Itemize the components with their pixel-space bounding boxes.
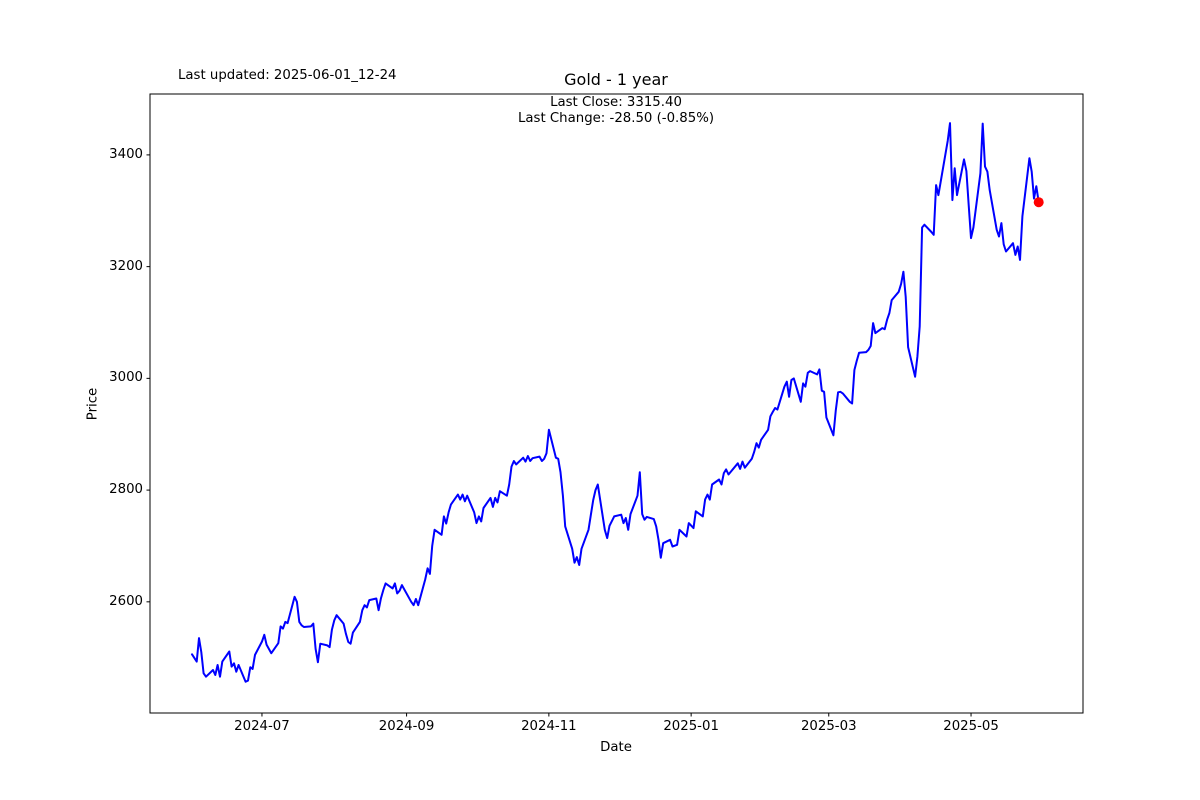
y-tick-label: 3400 [109, 146, 143, 162]
last-updated-text: Last updated: 2025-06-01_12-24 [178, 68, 397, 83]
y-tick-label: 2600 [109, 593, 143, 609]
y-tick-label: 3200 [109, 258, 143, 274]
chart-title: Gold - 1 year [564, 70, 668, 89]
last-change-line: Last Change: -28.50 (-0.85%) [517, 110, 715, 126]
x-tick-label: 2025-05 [943, 719, 999, 734]
x-tick-label: 2024-09 [378, 719, 435, 734]
last-price-marker [1033, 197, 1044, 208]
last-close-annotation: Last Close: 3315.40 Last Change: -28.50 … [518, 95, 714, 126]
x-tick-label: 2024-11 [521, 719, 577, 734]
x-axis-label: Date [600, 740, 632, 755]
x-tick-label: 2025-01 [663, 719, 719, 734]
x-tick-label: 2025-03 [800, 719, 857, 734]
y-tick-label: 3000 [109, 370, 143, 386]
y-axis-label: Price [85, 387, 101, 421]
price-line [191, 122, 1040, 683]
last-close-line: Last Close: 3315.40 [550, 95, 682, 110]
x-tick-label: 2024-07 [234, 719, 290, 734]
plot-frame [149, 93, 1084, 714]
tick-marks [146, 154, 972, 717]
y-tick-label: 2800 [109, 482, 143, 498]
